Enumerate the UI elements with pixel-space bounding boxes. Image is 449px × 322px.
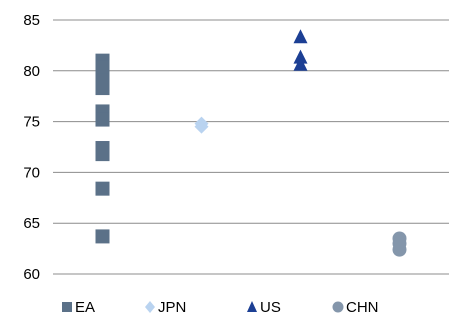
point-us-0 bbox=[293, 29, 308, 44]
y-tick-label-65: 65 bbox=[23, 215, 40, 232]
legend-marker-us bbox=[247, 301, 257, 312]
legend: EA JPN US CHN bbox=[62, 299, 379, 316]
y-tick-label-85: 85 bbox=[23, 12, 40, 29]
y-axis-tick-labels: 60 65 70 75 80 85 bbox=[23, 12, 40, 283]
point-us-2 bbox=[293, 56, 308, 71]
point-chn-2 bbox=[392, 242, 407, 257]
point-ea-8 bbox=[95, 147, 110, 162]
legend-marker-chn bbox=[332, 301, 344, 313]
point-jpn-1 bbox=[194, 119, 209, 134]
point-us-1 bbox=[293, 49, 308, 64]
point-ea-6 bbox=[95, 112, 110, 127]
gridlines bbox=[53, 19, 449, 275]
legend-label-us: US bbox=[260, 299, 281, 316]
point-ea-9 bbox=[95, 181, 110, 196]
point-ea-10 bbox=[95, 229, 110, 244]
legend-label-chn: CHN bbox=[346, 299, 379, 316]
data-markers bbox=[95, 29, 407, 257]
legend-marker-ea bbox=[62, 302, 72, 312]
point-ea-4 bbox=[95, 81, 110, 96]
y-tick-label-70: 70 bbox=[23, 164, 40, 181]
y-tick-label-75: 75 bbox=[23, 114, 40, 131]
legend-marker-jpn bbox=[145, 301, 155, 313]
legend-label-jpn: JPN bbox=[158, 299, 186, 316]
legend-label-ea: EA bbox=[75, 299, 95, 316]
y-tick-label-60: 60 bbox=[23, 266, 40, 283]
y-tick-label-80: 80 bbox=[23, 63, 40, 80]
